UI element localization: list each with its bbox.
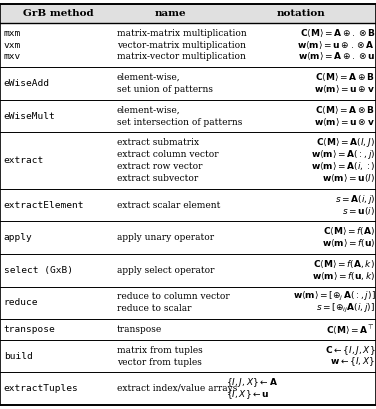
Text: extract index/value arrays: extract index/value arrays — [117, 384, 237, 393]
Text: $\mathbf{w}\langle\mathbf{m}\rangle = \mathbf{A}(i, :)$: $\mathbf{w}\langle\mathbf{m}\rangle = \m… — [311, 161, 375, 172]
Text: select (GxB): select (GxB) — [4, 266, 73, 275]
Text: $\mathbf{C}\langle\mathbf{M}\rangle = \mathbf{A}\otimes\mathbf{B}$: $\mathbf{C}\langle\mathbf{M}\rangle = \m… — [315, 105, 375, 116]
Text: build: build — [4, 352, 32, 361]
Text: $s = [\oplus_{ij}\mathbf{A}(i, j)]$: $s = [\oplus_{ij}\mathbf{A}(i, j)]$ — [316, 302, 375, 315]
Text: set intersection of patterns: set intersection of patterns — [117, 118, 242, 127]
Text: $\mathbf{C}\langle\mathbf{M}\rangle = \mathbf{A}^\top$: $\mathbf{C}\langle\mathbf{M}\rangle = \m… — [326, 323, 375, 336]
Text: $\mathbf{w}\langle\mathbf{m}\rangle = \mathbf{u}(I)$: $\mathbf{w}\langle\mathbf{m}\rangle = \m… — [322, 173, 375, 184]
Text: matrix-vector multiplication: matrix-vector multiplication — [117, 52, 246, 61]
Text: mxm: mxm — [4, 29, 21, 38]
Text: reduce to column vector: reduce to column vector — [117, 292, 229, 301]
Text: transpose: transpose — [117, 325, 162, 334]
Text: $\mathbf{w}\langle\mathbf{m}\rangle = \mathbf{A}\oplus.\otimes\mathbf{u}$: $\mathbf{w}\langle\mathbf{m}\rangle = \m… — [298, 52, 375, 63]
Text: matrix-matrix multiplication: matrix-matrix multiplication — [117, 29, 246, 38]
Text: extractElement: extractElement — [4, 201, 84, 210]
Bar — [0, 373, 376, 405]
Text: apply unary operator: apply unary operator — [117, 233, 214, 242]
Text: $\mathbf{w}\langle\mathbf{m}\rangle = \mathbf{u}\oplus\mathbf{v}$: $\mathbf{w}\langle\mathbf{m}\rangle = \m… — [314, 84, 375, 95]
Text: extract: extract — [4, 156, 44, 165]
Text: set union of patterns: set union of patterns — [117, 85, 212, 94]
Text: $\mathbf{w}\langle\mathbf{m}\rangle = \mathbf{u}\otimes\mathbf{v}$: $\mathbf{w}\langle\mathbf{m}\rangle = \m… — [314, 117, 375, 128]
Text: eWiseAdd: eWiseAdd — [4, 79, 50, 88]
Text: $\mathbf{C}\langle\mathbf{M}\rangle = \mathbf{A}\oplus\mathbf{B}$: $\mathbf{C}\langle\mathbf{M}\rangle = \m… — [315, 72, 375, 83]
Text: element-wise,: element-wise, — [117, 73, 180, 82]
Text: $\mathbf{w} \leftarrow \{I, X\}$: $\mathbf{w} \leftarrow \{I, X\}$ — [330, 356, 375, 369]
Text: $\mathbf{w}\langle\mathbf{m}\rangle = \mathbf{A}(:, j)$: $\mathbf{w}\langle\mathbf{m}\rangle = \m… — [311, 148, 375, 161]
Bar — [0, 189, 376, 221]
Text: $\{I, J, X\} \leftarrow \mathbf{A}$: $\{I, J, X\} \leftarrow \mathbf{A}$ — [226, 376, 278, 389]
Bar — [0, 340, 376, 373]
Bar — [0, 133, 376, 189]
Text: $\mathbf{C}\langle\mathbf{M}\rangle = \mathbf{A}\oplus.\otimes\mathbf{B}$: $\mathbf{C}\langle\mathbf{M}\rangle = \m… — [300, 28, 375, 39]
Text: $\mathbf{C}\langle\mathbf{M}\rangle = f(\mathbf{A})$: $\mathbf{C}\langle\mathbf{M}\rangle = f(… — [323, 226, 375, 237]
Text: vector from tuples: vector from tuples — [117, 357, 202, 366]
Text: $\mathbf{w}\langle\mathbf{m}\rangle = f(\mathbf{u}, k)$: $\mathbf{w}\langle\mathbf{m}\rangle = f(… — [312, 271, 375, 282]
Text: apply select operator: apply select operator — [117, 266, 214, 275]
Bar — [0, 319, 376, 340]
Text: $\mathbf{C}\langle\mathbf{M}\rangle = f(\mathbf{A}, k)$: $\mathbf{C}\langle\mathbf{M}\rangle = f(… — [314, 259, 375, 270]
Text: $s = \mathbf{u}(i)$: $s = \mathbf{u}(i)$ — [343, 205, 375, 217]
Text: apply: apply — [4, 233, 32, 242]
Text: $\mathbf{w}\langle\mathbf{m}\rangle = f(\mathbf{u})$: $\mathbf{w}\langle\mathbf{m}\rangle = f(… — [321, 238, 375, 249]
Text: reduce to scalar: reduce to scalar — [117, 304, 191, 313]
Text: notation: notation — [276, 9, 325, 18]
Text: extract submatrix: extract submatrix — [117, 138, 199, 147]
Bar — [0, 254, 376, 287]
Bar — [0, 221, 376, 254]
Bar — [0, 23, 376, 67]
Bar — [0, 100, 376, 133]
Bar — [0, 287, 376, 319]
Bar — [0, 67, 376, 100]
Text: vector-matrix multiplication: vector-matrix multiplication — [117, 40, 246, 49]
Text: mxv: mxv — [4, 52, 21, 61]
Text: $\{I, X\} \leftarrow \mathbf{u}$: $\{I, X\} \leftarrow \mathbf{u}$ — [226, 388, 269, 401]
Text: vxm: vxm — [4, 40, 21, 49]
Text: extractTuples: extractTuples — [4, 384, 79, 393]
Text: extract column vector: extract column vector — [117, 150, 218, 159]
Text: reduce: reduce — [4, 299, 38, 308]
Text: $\mathbf{C}\langle\mathbf{M}\rangle = \mathbf{A}(I, J)$: $\mathbf{C}\langle\mathbf{M}\rangle = \m… — [317, 136, 375, 149]
Text: extract scalar element: extract scalar element — [117, 201, 220, 210]
Text: transpose: transpose — [4, 325, 56, 334]
Text: $\mathbf{w}\langle\mathbf{m}\rangle = \mathbf{u}\oplus.\otimes\mathbf{A}$: $\mathbf{w}\langle\mathbf{m}\rangle = \m… — [297, 40, 375, 51]
Text: $\mathbf{C} \leftarrow \{I, J, X\}$: $\mathbf{C} \leftarrow \{I, J, X\}$ — [324, 344, 375, 357]
Text: $s = \mathbf{A}(i, j)$: $s = \mathbf{A}(i, j)$ — [335, 193, 375, 206]
Text: element-wise,: element-wise, — [117, 106, 180, 115]
Text: extract row vector: extract row vector — [117, 162, 202, 171]
Text: $\mathbf{w}\langle\mathbf{m}\rangle = [\oplus_j\, \mathbf{A}(:, j)]$: $\mathbf{w}\langle\mathbf{m}\rangle = [\… — [293, 290, 375, 303]
Text: extract subvector: extract subvector — [117, 174, 198, 183]
Text: name: name — [155, 9, 186, 18]
Text: eWiseMult: eWiseMult — [4, 112, 56, 121]
Bar — [0, 4, 376, 23]
Text: matrix from tuples: matrix from tuples — [117, 346, 202, 355]
Text: GrB method: GrB method — [23, 9, 94, 18]
